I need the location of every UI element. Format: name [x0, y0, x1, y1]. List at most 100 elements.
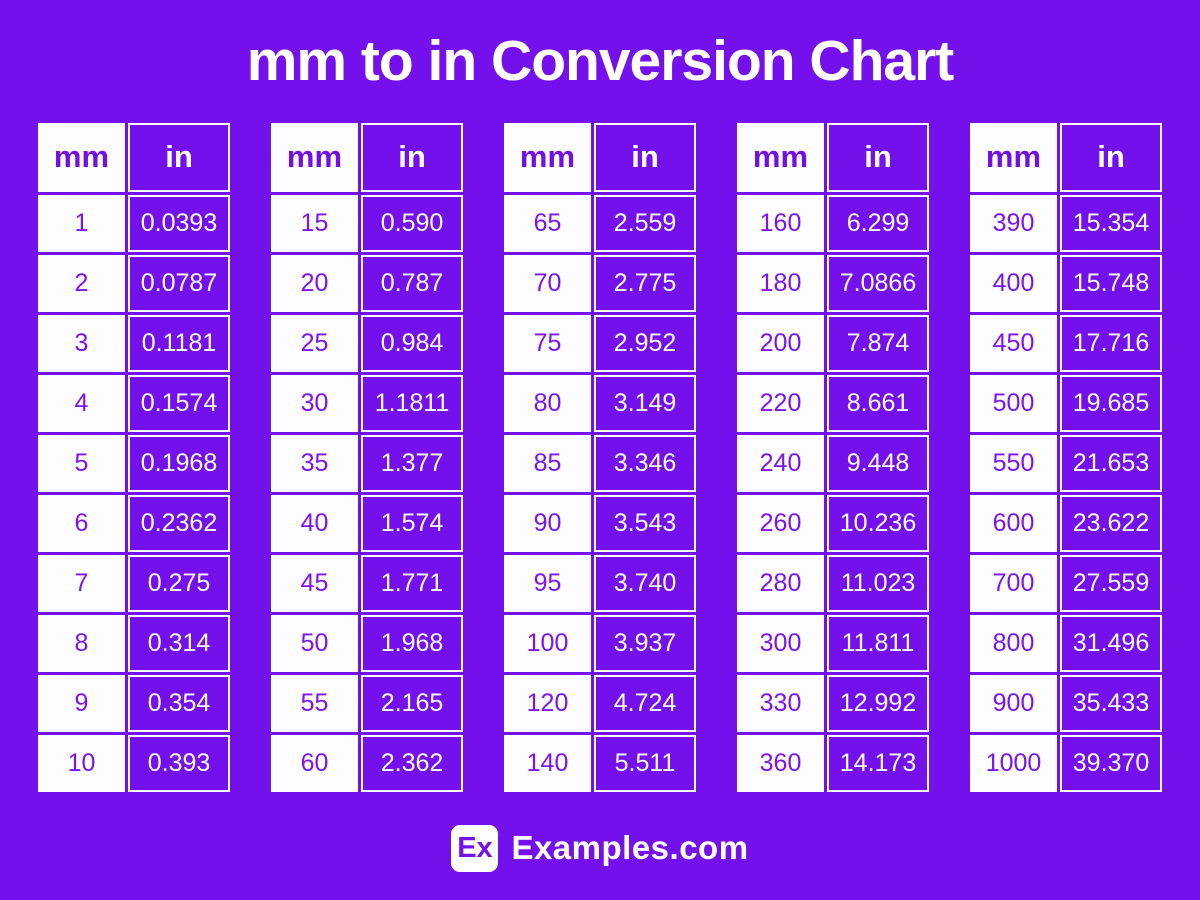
mm-value-cell: 180 — [737, 254, 824, 312]
mm-value-cell: 7 — [38, 554, 125, 612]
mm-value-cell: 400 — [970, 254, 1057, 312]
in-value-cell: 1.377 — [361, 434, 463, 492]
in-value-cell: 0.787 — [361, 254, 463, 312]
in-value-cell: 0.354 — [128, 674, 230, 732]
mm-value-cell: 55 — [271, 674, 358, 732]
mm-value-cell: 240 — [737, 434, 824, 492]
in-value-cell: 31.496 — [1060, 614, 1162, 672]
mm-value-cell: 85 — [504, 434, 591, 492]
in-value-cell: 11.811 — [827, 614, 929, 672]
mm-value-cell: 140 — [504, 734, 591, 792]
in-value-cell: 11.023 — [827, 554, 929, 612]
in-value-cell: 0.1181 — [128, 314, 230, 372]
examples-wordmark: Examples.com — [511, 829, 749, 867]
in-value-cell: 3.543 — [594, 494, 696, 552]
in-value-cell: 2.952 — [594, 314, 696, 372]
in-value-cell: 0.314 — [128, 614, 230, 672]
mm-value-cell: 120 — [504, 674, 591, 732]
in-value-cell: 7.0866 — [827, 254, 929, 312]
mm-value-cell: 260 — [737, 494, 824, 552]
mm-value-cell: 10 — [38, 734, 125, 792]
mm-value-cell: 50 — [271, 614, 358, 672]
in-value-cell: 2.775 — [594, 254, 696, 312]
column-header-mm: mm — [504, 122, 591, 192]
mm-value-cell: 2 — [38, 254, 125, 312]
mm-value-cell: 25 — [271, 314, 358, 372]
in-value-cell: 2.165 — [361, 674, 463, 732]
column-header-in: in — [361, 122, 463, 192]
in-value-cell: 14.173 — [827, 734, 929, 792]
in-value-cell: 0.984 — [361, 314, 463, 372]
column-header-mm: mm — [737, 122, 824, 192]
in-value-cell: 0.590 — [361, 194, 463, 252]
mm-value-cell: 40 — [271, 494, 358, 552]
mm-value-cell: 500 — [970, 374, 1057, 432]
mm-value-cell: 60 — [271, 734, 358, 792]
column-header-mm: mm — [271, 122, 358, 192]
mm-value-cell: 390 — [970, 194, 1057, 252]
in-value-cell: 1.968 — [361, 614, 463, 672]
conversion-table-2: mm in 15 0.590 20 0.787 25 0.984 30 1.1811 35 1.377… — [271, 122, 463, 792]
mm-value-cell: 100 — [504, 614, 591, 672]
in-value-cell: 1.574 — [361, 494, 463, 552]
conversion-table-4: mm in 160 6.299 180 7.0866 200 7.874 220 8.661 240… — [737, 122, 929, 792]
in-value-cell: 27.559 — [1060, 554, 1162, 612]
column-header-in: in — [1060, 122, 1162, 192]
in-value-cell: 10.236 — [827, 494, 929, 552]
in-value-cell: 15.748 — [1060, 254, 1162, 312]
column-header-in: in — [827, 122, 929, 192]
column-header-mm: mm — [970, 122, 1057, 192]
in-value-cell: 39.370 — [1060, 734, 1162, 792]
conversion-tables-row: mm in 1 0.0393 2 0.0787 3 0.1181 4 0.1574 5 0.1968 6… — [0, 122, 1200, 792]
in-value-cell: 35.433 — [1060, 674, 1162, 732]
in-value-cell: 1.1811 — [361, 374, 463, 432]
in-value-cell: 15.354 — [1060, 194, 1162, 252]
in-value-cell: 7.874 — [827, 314, 929, 372]
in-value-cell: 21.653 — [1060, 434, 1162, 492]
in-value-cell: 3.740 — [594, 554, 696, 612]
mm-value-cell: 3 — [38, 314, 125, 372]
mm-value-cell: 220 — [737, 374, 824, 432]
mm-value-cell: 1 — [38, 194, 125, 252]
in-value-cell: 0.275 — [128, 554, 230, 612]
mm-value-cell: 45 — [271, 554, 358, 612]
in-value-cell: 2.559 — [594, 194, 696, 252]
conversion-table-1: mm in 1 0.0393 2 0.0787 3 0.1181 4 0.1574 5 0.1968 6… — [38, 122, 230, 792]
mm-value-cell: 90 — [504, 494, 591, 552]
mm-value-cell: 700 — [970, 554, 1057, 612]
in-value-cell: 9.448 — [827, 434, 929, 492]
mm-value-cell: 75 — [504, 314, 591, 372]
mm-value-cell: 8 — [38, 614, 125, 672]
mm-value-cell: 330 — [737, 674, 824, 732]
footer: Ex Examples.com — [0, 824, 1200, 872]
in-value-cell: 3.937 — [594, 614, 696, 672]
mm-value-cell: 35 — [271, 434, 358, 492]
in-value-cell: 0.0787 — [128, 254, 230, 312]
mm-value-cell: 70 — [504, 254, 591, 312]
in-value-cell: 2.362 — [361, 734, 463, 792]
in-value-cell: 3.149 — [594, 374, 696, 432]
column-header-in: in — [594, 122, 696, 192]
mm-value-cell: 9 — [38, 674, 125, 732]
mm-value-cell: 450 — [970, 314, 1057, 372]
mm-value-cell: 15 — [271, 194, 358, 252]
in-value-cell: 0.1968 — [128, 434, 230, 492]
in-value-cell: 12.992 — [827, 674, 929, 732]
in-value-cell: 5.511 — [594, 734, 696, 792]
mm-value-cell: 800 — [970, 614, 1057, 672]
in-value-cell: 0.2362 — [128, 494, 230, 552]
mm-value-cell: 300 — [737, 614, 824, 672]
page-title: mm to in Conversion Chart — [246, 29, 955, 93]
mm-value-cell: 900 — [970, 674, 1057, 732]
in-value-cell: 3.346 — [594, 434, 696, 492]
mm-value-cell: 360 — [737, 734, 824, 792]
in-value-cell: 23.622 — [1060, 494, 1162, 552]
mm-value-cell: 6 — [38, 494, 125, 552]
mm-value-cell: 20 — [271, 254, 358, 312]
in-value-cell: 1.771 — [361, 554, 463, 612]
mm-value-cell: 80 — [504, 374, 591, 432]
in-value-cell: 0.393 — [128, 734, 230, 792]
mm-value-cell: 30 — [271, 374, 358, 432]
mm-value-cell: 4 — [38, 374, 125, 432]
mm-value-cell: 5 — [38, 434, 125, 492]
